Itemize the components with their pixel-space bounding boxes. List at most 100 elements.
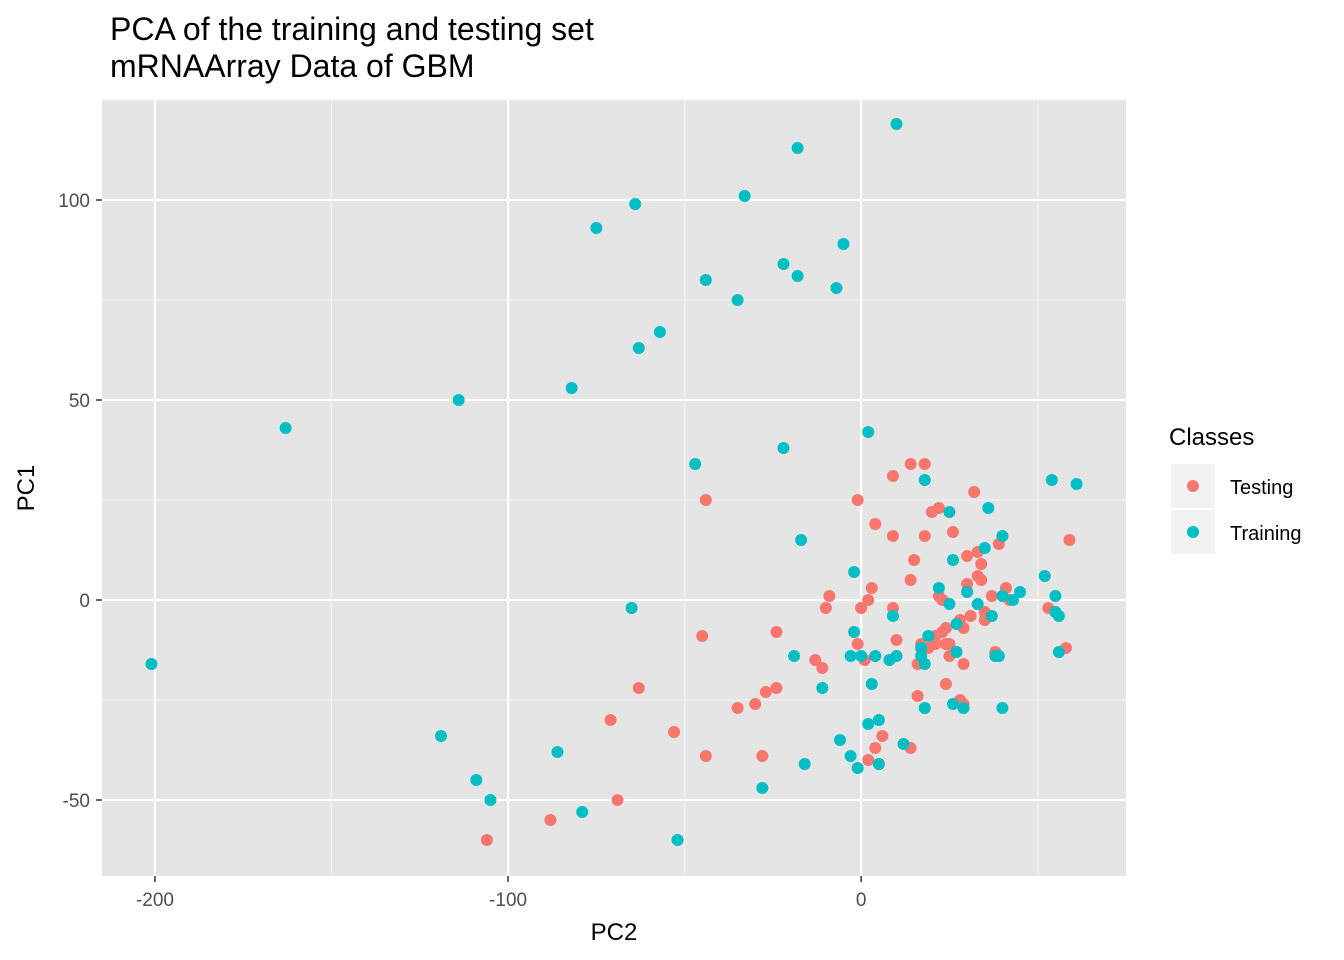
point-training	[855, 650, 868, 662]
point-training	[862, 718, 875, 730]
point-training	[957, 702, 970, 714]
point-training	[862, 426, 875, 438]
point-training	[434, 730, 447, 742]
point-training	[996, 530, 1009, 542]
point-training	[897, 738, 910, 750]
point-training	[590, 222, 603, 234]
y-tick-label: 100	[58, 191, 90, 212]
point-training	[632, 342, 645, 354]
point-training	[872, 758, 885, 770]
point-training	[689, 458, 702, 470]
x-tick-label: -200	[136, 890, 174, 911]
y-tick-label: 50	[69, 391, 90, 412]
point-testing	[918, 530, 931, 542]
point-training	[996, 702, 1009, 714]
legend: Classes Testing Training	[1169, 424, 1302, 554]
point-training	[565, 382, 578, 394]
point-training	[872, 714, 885, 726]
point-testing	[869, 518, 882, 530]
point-training	[777, 442, 790, 454]
point-testing	[816, 662, 829, 674]
point-testing	[886, 470, 899, 482]
point-testing	[862, 754, 875, 766]
legend-swatch-training	[1187, 526, 1199, 538]
point-testing	[604, 714, 617, 726]
point-testing	[929, 638, 942, 650]
point-testing	[876, 730, 889, 742]
point-training	[869, 650, 882, 662]
point-testing	[699, 750, 712, 762]
point-testing	[851, 494, 864, 506]
point-training	[848, 626, 861, 638]
point-training	[890, 650, 903, 662]
point-training	[932, 582, 945, 594]
point-testing	[918, 458, 931, 470]
point-training	[1007, 594, 1020, 606]
y-tick-label: 0	[79, 591, 90, 612]
point-testing	[855, 602, 868, 614]
point-training	[865, 678, 878, 690]
point-training	[576, 806, 589, 818]
point-training	[791, 142, 804, 154]
point-testing	[823, 590, 836, 602]
point-training	[279, 422, 292, 434]
point-training	[844, 750, 857, 762]
point-training	[844, 650, 857, 662]
point-testing	[968, 486, 981, 498]
point-training	[1038, 570, 1051, 582]
point-training	[950, 646, 963, 658]
point-training	[918, 658, 931, 670]
point-training	[788, 650, 801, 662]
x-tick-label: 0	[856, 890, 867, 911]
point-training	[671, 834, 684, 846]
point-training	[756, 782, 769, 794]
point-training	[851, 762, 864, 774]
point-training	[922, 630, 935, 642]
point-training	[738, 190, 751, 202]
point-testing	[731, 702, 744, 714]
point-training	[918, 702, 931, 714]
point-testing	[932, 502, 945, 514]
point-training	[470, 774, 483, 786]
point-training	[950, 618, 963, 630]
y-tick-label: -50	[63, 791, 90, 812]
point-training	[484, 794, 497, 806]
point-training	[1014, 586, 1027, 598]
point-testing	[699, 494, 712, 506]
point-testing	[770, 682, 783, 694]
point-testing	[886, 530, 899, 542]
point-training	[982, 502, 995, 514]
legend-item-training: Training	[1171, 510, 1302, 554]
legend-swatch-testing	[1187, 480, 1199, 492]
point-training	[1052, 646, 1065, 658]
legend-title: Classes	[1169, 424, 1254, 451]
point-training	[629, 198, 642, 210]
legend-label-testing: Testing	[1230, 477, 1293, 499]
point-testing	[890, 634, 903, 646]
point-training	[830, 282, 843, 294]
point-training	[791, 270, 804, 282]
series-testing-points	[480, 458, 1076, 846]
point-training	[946, 554, 959, 566]
point-training	[452, 394, 465, 406]
y-axis-title: PC1	[13, 465, 40, 512]
x-tick-label: -100	[489, 890, 527, 911]
point-training	[653, 326, 666, 338]
point-training	[777, 258, 790, 270]
legend-item-testing: Testing	[1171, 464, 1293, 508]
legend-label-training: Training	[1230, 523, 1302, 545]
point-testing	[749, 698, 762, 710]
point-training	[971, 598, 984, 610]
point-testing	[1063, 534, 1076, 546]
point-training	[1070, 478, 1083, 490]
point-testing	[668, 726, 681, 738]
point-training	[625, 602, 638, 614]
chart-title: PCA of the training and testing set	[110, 11, 594, 47]
point-training	[985, 610, 998, 622]
point-testing	[611, 794, 624, 806]
point-testing	[946, 526, 959, 538]
grid-minor	[102, 99, 1126, 876]
point-testing	[964, 610, 977, 622]
point-training	[918, 474, 931, 486]
